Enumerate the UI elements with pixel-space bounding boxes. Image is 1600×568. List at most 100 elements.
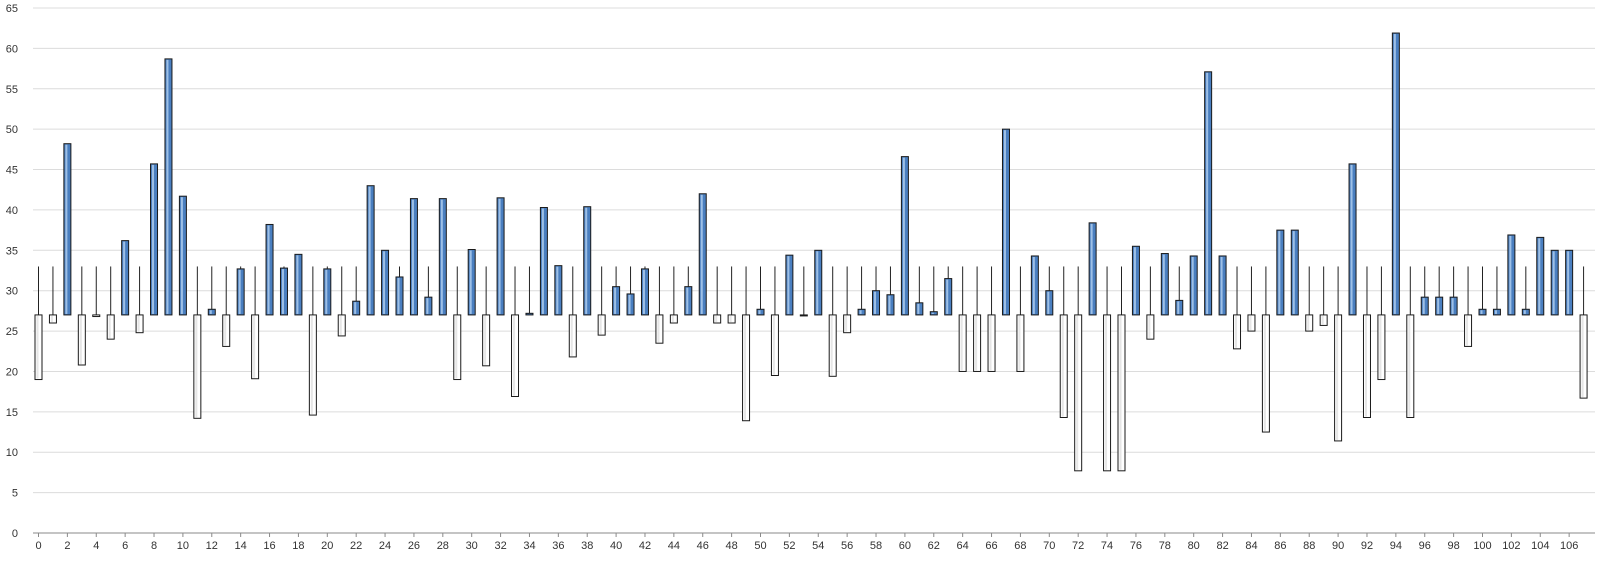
bar-group bbox=[539, 207, 548, 316]
x-tick-label: 78 bbox=[1159, 540, 1171, 552]
bar-group bbox=[1334, 314, 1343, 442]
bar-group bbox=[511, 314, 520, 397]
x-tick-label: 84 bbox=[1245, 540, 1257, 552]
y-tick-label: 0 bbox=[12, 528, 18, 540]
x-tick-label: 28 bbox=[437, 540, 449, 552]
bar-group bbox=[207, 308, 216, 316]
bar-group bbox=[352, 300, 361, 316]
bar-group bbox=[1016, 314, 1025, 372]
bar-highlight bbox=[1177, 301, 1180, 314]
x-tick-label: 22 bbox=[350, 540, 362, 552]
bar-group bbox=[150, 163, 159, 316]
bar-group bbox=[294, 253, 303, 316]
bar-group bbox=[279, 267, 288, 316]
bar-highlight bbox=[1451, 298, 1454, 314]
bar-group bbox=[1406, 314, 1415, 418]
y-tick-label: 55 bbox=[6, 84, 18, 96]
x-tick-label: 12 bbox=[206, 540, 218, 552]
bar-highlight bbox=[744, 315, 747, 420]
bar-highlight bbox=[657, 315, 660, 343]
y-tick-label: 40 bbox=[6, 205, 18, 217]
x-tick-label: 26 bbox=[408, 540, 420, 552]
bar-highlight bbox=[614, 287, 617, 314]
x-tick-label: 44 bbox=[668, 540, 680, 552]
bar-group bbox=[1160, 253, 1169, 316]
y-tick-label: 50 bbox=[6, 124, 18, 136]
y-tick-label: 60 bbox=[6, 43, 18, 55]
bar-highlight bbox=[1480, 310, 1483, 314]
bar-highlight bbox=[931, 312, 934, 314]
bar-group bbox=[742, 314, 751, 422]
bar-group bbox=[929, 311, 938, 316]
bar-highlight bbox=[1162, 254, 1165, 314]
x-tick-label: 48 bbox=[725, 540, 737, 552]
bar-highlight bbox=[469, 250, 472, 314]
bar-group bbox=[1204, 71, 1213, 316]
y-tick-label: 5 bbox=[12, 488, 18, 500]
bar-group bbox=[1579, 314, 1588, 399]
y-tick-label: 25 bbox=[6, 326, 18, 338]
bar-group bbox=[1435, 296, 1444, 316]
x-tick-label: 96 bbox=[1419, 540, 1431, 552]
bar-highlight bbox=[1336, 315, 1339, 440]
bar-highlight bbox=[556, 266, 559, 314]
bar-group bbox=[1550, 249, 1559, 316]
bar-group bbox=[1045, 290, 1054, 316]
bar-highlight bbox=[585, 207, 588, 314]
bar-group bbox=[1464, 314, 1473, 347]
x-tick-label: 106 bbox=[1560, 540, 1578, 552]
bar-group bbox=[438, 198, 447, 316]
bar-highlight bbox=[166, 59, 169, 314]
bar-highlight bbox=[1466, 315, 1469, 346]
bar-group bbox=[973, 314, 982, 372]
bar-group bbox=[1261, 314, 1270, 433]
bar-group bbox=[77, 314, 86, 366]
bar-highlight bbox=[1206, 72, 1209, 314]
bar-group bbox=[785, 254, 794, 316]
bar-group bbox=[453, 314, 462, 381]
bar-highlight bbox=[36, 315, 39, 379]
x-tick-label: 18 bbox=[292, 540, 304, 552]
bar-highlight bbox=[874, 291, 877, 314]
bar-highlight bbox=[1133, 247, 1136, 314]
x-tick-label: 72 bbox=[1072, 540, 1084, 552]
bar-highlight bbox=[209, 310, 212, 314]
x-tick-label: 64 bbox=[957, 540, 969, 552]
bar-highlight bbox=[758, 310, 761, 314]
bar-group bbox=[236, 268, 245, 316]
x-tick-label: 70 bbox=[1043, 540, 1055, 552]
x-tick-label: 42 bbox=[639, 540, 651, 552]
x-tick-label: 46 bbox=[697, 540, 709, 552]
x-tick-label: 60 bbox=[899, 540, 911, 552]
bar-highlight bbox=[1003, 130, 1006, 314]
x-tick-label: 0 bbox=[35, 540, 41, 552]
x-tick-label: 68 bbox=[1014, 540, 1026, 552]
bar-highlight bbox=[354, 302, 357, 314]
bar-group bbox=[915, 302, 924, 316]
bar-highlight bbox=[599, 315, 602, 335]
bar-highlight bbox=[455, 315, 458, 379]
bar-group bbox=[222, 314, 231, 347]
bar-group bbox=[178, 195, 187, 316]
bar-group bbox=[121, 240, 130, 316]
x-tick-label: 58 bbox=[870, 540, 882, 552]
x-tick-label: 10 bbox=[177, 540, 189, 552]
x-tick-label: 92 bbox=[1361, 540, 1373, 552]
bar-increase bbox=[525, 312, 534, 316]
bar-group bbox=[1175, 299, 1184, 316]
x-tick-label: 2 bbox=[64, 540, 70, 552]
bar-group bbox=[814, 249, 823, 316]
bar-highlight bbox=[1148, 315, 1151, 339]
bar-group bbox=[1507, 234, 1516, 316]
bar-highlight bbox=[1191, 256, 1194, 314]
x-tick-label: 104 bbox=[1531, 540, 1549, 552]
bar-highlight bbox=[902, 157, 905, 314]
bar-group bbox=[727, 314, 736, 324]
bar-group bbox=[1189, 255, 1198, 316]
bar-highlight bbox=[1090, 223, 1093, 314]
bar-highlight bbox=[195, 315, 198, 418]
bar-decrease bbox=[92, 314, 101, 318]
y-tick-label: 10 bbox=[6, 447, 18, 459]
y-tick-label: 15 bbox=[6, 407, 18, 419]
y-tick-label: 65 bbox=[6, 3, 18, 15]
